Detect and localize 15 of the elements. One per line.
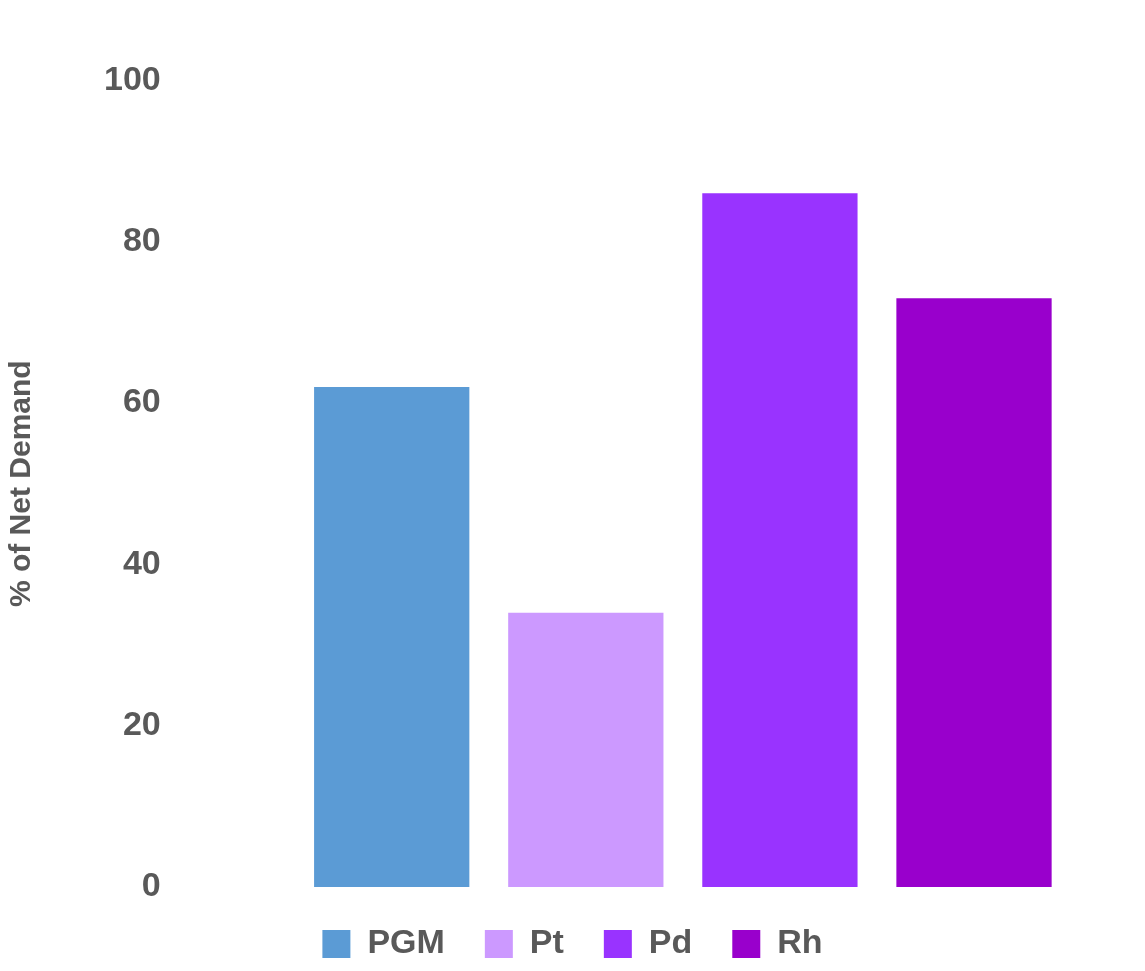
legend-label: Pd xyxy=(648,922,693,961)
y-tick-label: 100 xyxy=(103,58,161,97)
bar xyxy=(508,612,664,887)
bar xyxy=(314,386,470,887)
legend-label: Rh xyxy=(777,922,823,961)
bar xyxy=(896,298,1052,887)
y-tick-label: 20 xyxy=(122,704,161,743)
y-axis-title: % of Net Demand xyxy=(3,360,37,608)
legend-label: Pt xyxy=(529,922,564,961)
legend-label: PGM xyxy=(367,922,445,961)
y-tick-label: 40 xyxy=(122,542,161,581)
y-tick-label: 60 xyxy=(122,381,161,420)
y-tick-label: 80 xyxy=(122,220,161,259)
bar xyxy=(702,193,858,887)
y-tick-label: 0 xyxy=(141,865,161,904)
